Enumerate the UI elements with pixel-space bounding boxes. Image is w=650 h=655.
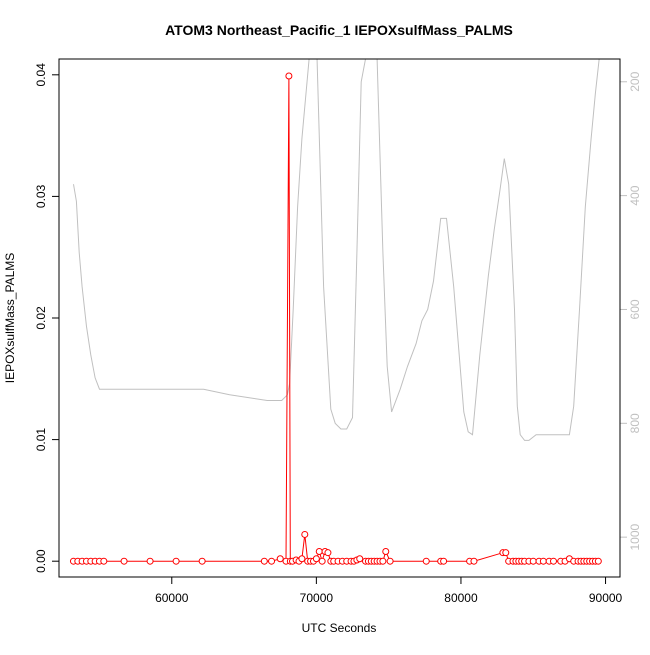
y-axis-right: 200 400 600 800 1000 bbox=[620, 71, 642, 551]
data-point bbox=[198, 557, 206, 565]
y-tick-label: 0.04 bbox=[34, 63, 48, 87]
plot-area bbox=[69, 59, 602, 565]
data-point bbox=[172, 557, 180, 565]
x-tick-label: 90000 bbox=[589, 591, 623, 605]
chart-title: ATOM3 Northeast_Pacific_1 IEPOXsulfMass_… bbox=[165, 22, 513, 38]
data-point bbox=[276, 555, 284, 563]
data-point bbox=[356, 555, 364, 563]
secondary-series-line bbox=[73, 59, 600, 441]
data-point bbox=[539, 557, 547, 565]
data-point bbox=[502, 549, 510, 557]
data-point bbox=[146, 557, 154, 565]
y2-tick-label: 400 bbox=[628, 185, 642, 205]
data-point bbox=[440, 557, 448, 565]
data-point bbox=[324, 549, 332, 557]
data-point bbox=[529, 557, 537, 565]
data-point bbox=[268, 557, 276, 565]
data-point bbox=[285, 72, 293, 80]
data-point bbox=[386, 557, 394, 565]
x-tick-label: 70000 bbox=[300, 591, 334, 605]
data-point bbox=[594, 557, 602, 565]
x-axis: 60000 70000 80000 90000 bbox=[155, 577, 623, 605]
data-point bbox=[301, 530, 309, 538]
data-point bbox=[470, 557, 478, 565]
y-tick-label: 0.00 bbox=[34, 549, 48, 573]
y-tick-label: 0.01 bbox=[34, 428, 48, 452]
data-point bbox=[318, 557, 326, 565]
y-tick-label: 0.03 bbox=[34, 184, 48, 208]
y-axis-label: IEPOXsulfMass_PALMS bbox=[3, 253, 17, 384]
y2-tick-label: 600 bbox=[628, 299, 642, 319]
x-axis-label: UTC Seconds bbox=[302, 621, 377, 635]
y2-tick-label: 800 bbox=[628, 413, 642, 433]
data-point bbox=[100, 557, 108, 565]
y-axis-left: 0.00 0.01 0.02 0.03 0.04 bbox=[34, 63, 59, 573]
data-point bbox=[382, 547, 390, 555]
data-point bbox=[312, 555, 320, 563]
y-tick-label: 0.02 bbox=[34, 306, 48, 330]
primary-series-line bbox=[73, 75, 599, 563]
data-point bbox=[298, 555, 306, 563]
data-point bbox=[422, 557, 430, 565]
data-point bbox=[260, 557, 268, 565]
data-point bbox=[379, 557, 387, 565]
data-point bbox=[120, 557, 128, 565]
x-tick-label: 80000 bbox=[444, 591, 478, 605]
data-point bbox=[549, 557, 557, 565]
x-tick-label: 60000 bbox=[155, 591, 189, 605]
data-point bbox=[315, 547, 323, 555]
plot-frame bbox=[58, 58, 621, 578]
y2-tick-label: 1000 bbox=[628, 523, 642, 550]
y2-tick-label: 200 bbox=[628, 71, 642, 91]
